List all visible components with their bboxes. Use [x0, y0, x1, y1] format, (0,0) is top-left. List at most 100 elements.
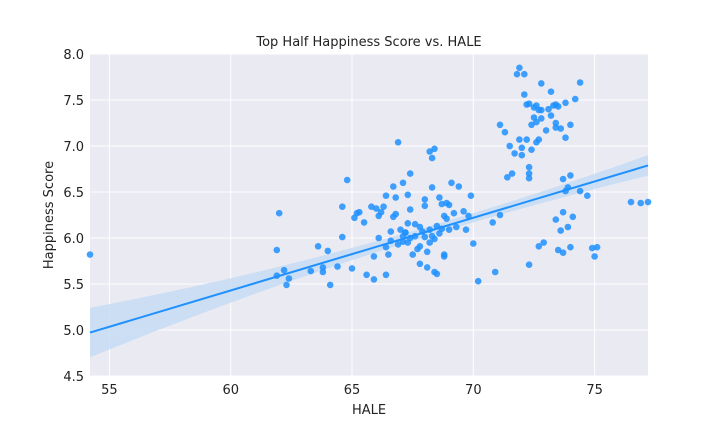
data-point: [436, 194, 443, 201]
data-point: [421, 233, 429, 241]
data-point: [462, 226, 470, 233]
data-point: [569, 213, 577, 221]
data-point: [319, 264, 327, 271]
data-point: [525, 100, 533, 107]
data-point: [86, 251, 94, 258]
data-point: [416, 243, 424, 250]
data-point: [421, 196, 429, 203]
chart-title: Top Half Happiness Score vs. HALE: [255, 35, 481, 50]
data-point: [285, 275, 293, 282]
data-point: [554, 103, 562, 110]
data-point: [525, 174, 533, 182]
confidence-band: [90, 155, 648, 358]
data-point: [445, 226, 453, 233]
data-point: [307, 267, 315, 275]
data-point: [348, 265, 356, 272]
data-point: [421, 202, 429, 210]
data-point: [567, 172, 574, 179]
data-point: [406, 170, 414, 177]
data-point: [552, 124, 560, 131]
data-point: [584, 192, 591, 199]
data-point: [540, 239, 547, 246]
data-point: [392, 210, 400, 218]
data-point: [392, 194, 400, 201]
data-point: [382, 271, 390, 279]
data-point: [518, 151, 526, 159]
data-point: [562, 99, 569, 107]
data-point: [324, 247, 332, 255]
y-tick-label: 7.0: [63, 140, 84, 155]
data-point: [547, 112, 555, 119]
data-point: [545, 105, 552, 113]
data-point: [382, 192, 390, 199]
x-tick-labels: 55 60 65 70 75: [101, 383, 603, 398]
data-point: [440, 253, 448, 260]
data-point: [564, 223, 572, 231]
data-point: [552, 119, 560, 127]
data-point: [314, 243, 322, 250]
data-point: [521, 70, 528, 78]
data-point: [385, 251, 392, 258]
y-tick-label: 6.5: [63, 186, 84, 201]
data-point: [334, 263, 341, 270]
data-point: [559, 208, 567, 216]
data-point: [275, 209, 283, 217]
data-point: [593, 243, 601, 251]
data-point: [399, 179, 407, 187]
data-point: [445, 201, 453, 209]
data-point: [538, 115, 545, 122]
data-point: [496, 121, 504, 129]
data-point: [637, 199, 644, 207]
data-point: [528, 146, 535, 153]
data-point: [375, 234, 383, 242]
data-point: [377, 208, 385, 216]
data-point: [370, 253, 378, 260]
data-points: [86, 64, 652, 289]
data-point: [380, 203, 387, 210]
data-point: [448, 179, 455, 187]
data-point: [394, 241, 402, 248]
data-point: [591, 253, 598, 260]
data-point: [280, 266, 288, 274]
data-point: [283, 281, 290, 289]
data-point: [465, 212, 472, 220]
data-point: [508, 170, 516, 177]
data-point: [397, 226, 404, 233]
x-tick-label: 65: [344, 383, 361, 398]
data-point: [538, 80, 545, 87]
data-point: [402, 229, 409, 236]
data-point: [516, 136, 523, 143]
y-tick-label: 5.5: [63, 278, 84, 293]
data-point: [363, 271, 370, 279]
data-point: [521, 91, 528, 98]
data-point: [474, 277, 482, 285]
data-point: [504, 174, 511, 181]
y-tick-label: 7.5: [63, 94, 84, 109]
data-point: [443, 215, 450, 222]
data-point: [404, 220, 412, 227]
data-point: [562, 134, 569, 141]
data-point: [644, 198, 652, 206]
x-tick-label: 60: [222, 383, 239, 398]
data-point: [455, 183, 463, 190]
data-point: [467, 192, 475, 199]
data-point: [339, 233, 346, 241]
data-point: [450, 209, 458, 217]
data-point: [409, 251, 417, 258]
y-tick-label: 4.5: [63, 370, 84, 385]
data-point: [511, 150, 518, 157]
data-point: [370, 276, 378, 283]
data-point: [411, 220, 419, 228]
data-point: [423, 264, 431, 271]
data-point: [496, 211, 504, 219]
data-point: [516, 64, 523, 72]
data-point: [387, 228, 395, 235]
regression-line: [89, 164, 649, 334]
data-point: [426, 239, 434, 246]
data-point: [433, 270, 441, 278]
data-point: [525, 261, 533, 269]
data-point: [567, 121, 574, 129]
data-point: [489, 219, 497, 226]
data-point: [542, 127, 550, 134]
data-point: [513, 70, 521, 78]
